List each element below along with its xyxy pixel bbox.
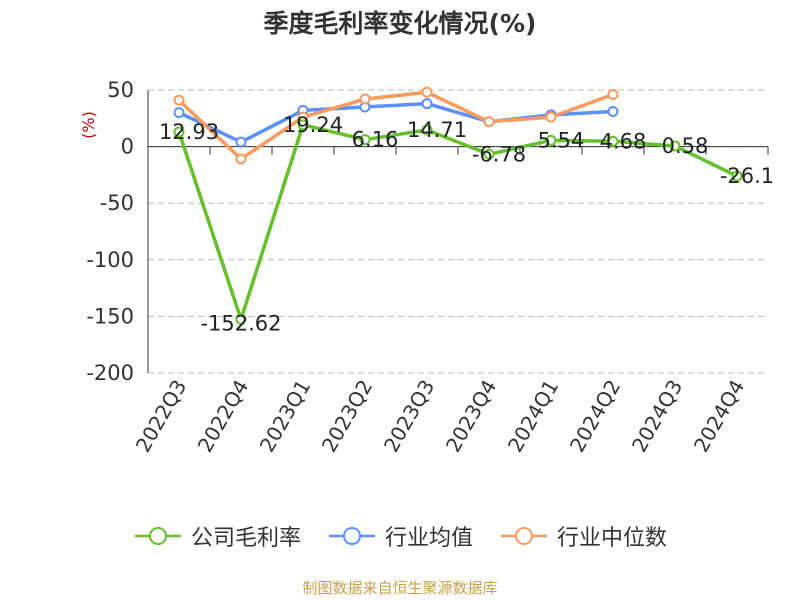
legend-label: 行业中位数: [557, 526, 668, 551]
y-tick-label: -50: [100, 191, 134, 215]
data-source: 制图数据来自恒生聚源数据库: [302, 579, 498, 597]
legend-item: 公司毛利率: [133, 520, 301, 552]
data-point: [173, 126, 185, 138]
x-tick-label: 2024Q2: [565, 376, 625, 457]
legend-swatch-icon: [501, 527, 547, 545]
data-point: [421, 98, 433, 110]
data-point: [545, 111, 557, 123]
data-point: [607, 106, 619, 118]
data-label: 0.58: [662, 134, 709, 158]
data-point: [421, 124, 433, 136]
y-tick-label: -200: [86, 361, 134, 385]
x-tick-label: 2024Q1: [503, 376, 563, 457]
data-point: [359, 134, 371, 146]
data-point: [607, 89, 619, 101]
x-tick-label: 2023Q1: [255, 376, 315, 457]
x-tick-label: 2023Q4: [441, 376, 501, 457]
x-tick-label: 2024Q3: [627, 376, 687, 457]
legend-item: 行业均值: [327, 520, 473, 552]
data-label: 12.93: [159, 120, 219, 144]
chart-title: 季度毛利率变化情况(%): [263, 9, 537, 38]
data-point: [235, 313, 247, 325]
data-label: 5.54: [538, 128, 585, 152]
data-label: -26.1: [720, 164, 774, 188]
legend-item: 行业中位数: [499, 520, 667, 552]
series-line: [177, 90, 614, 161]
x-tick-label: 2023Q2: [317, 376, 377, 457]
data-point: [235, 153, 247, 165]
data-label: 14.71: [407, 118, 467, 142]
data-point: [235, 136, 247, 148]
chart-legend: 公司毛利率 行业均值 行业中位数: [0, 520, 800, 552]
data-label: -152.62: [200, 311, 281, 335]
x-tick-label: 2024Q4: [689, 376, 749, 457]
y-tick-label: 0: [121, 135, 134, 159]
data-label: 19.24: [283, 113, 343, 137]
x-tick-label: 2022Q4: [193, 376, 253, 457]
data-point: [297, 119, 309, 131]
data-point: [173, 107, 185, 119]
data-label: 6.16: [352, 128, 399, 152]
legend-swatch-icon: [134, 527, 181, 545]
legend-label: 行业均值: [384, 526, 473, 551]
series-line: [178, 101, 614, 144]
legend-label: 公司毛利率: [190, 526, 301, 551]
data-point: [607, 135, 619, 147]
legend-swatch-icon: [328, 527, 375, 545]
y-tick-label: -150: [86, 304, 134, 328]
data-point: [669, 140, 681, 152]
y-tick-label: -100: [86, 248, 134, 272]
data-point: [359, 93, 371, 105]
y-tick-label: 50: [107, 78, 134, 102]
data-point: [545, 134, 557, 146]
data-point: [483, 148, 495, 160]
data-point: [421, 86, 433, 98]
x-tick-label: 2023Q3: [379, 376, 439, 457]
data-point: [173, 94, 185, 106]
y-axis-label: (%): [79, 111, 98, 139]
x-tick-label: 2022Q3: [131, 376, 191, 457]
data-label: -6.78: [472, 142, 526, 166]
data-label: 4.68: [600, 129, 647, 153]
data-point: [483, 116, 495, 128]
data-point: [731, 170, 743, 182]
series-line: [177, 123, 738, 322]
